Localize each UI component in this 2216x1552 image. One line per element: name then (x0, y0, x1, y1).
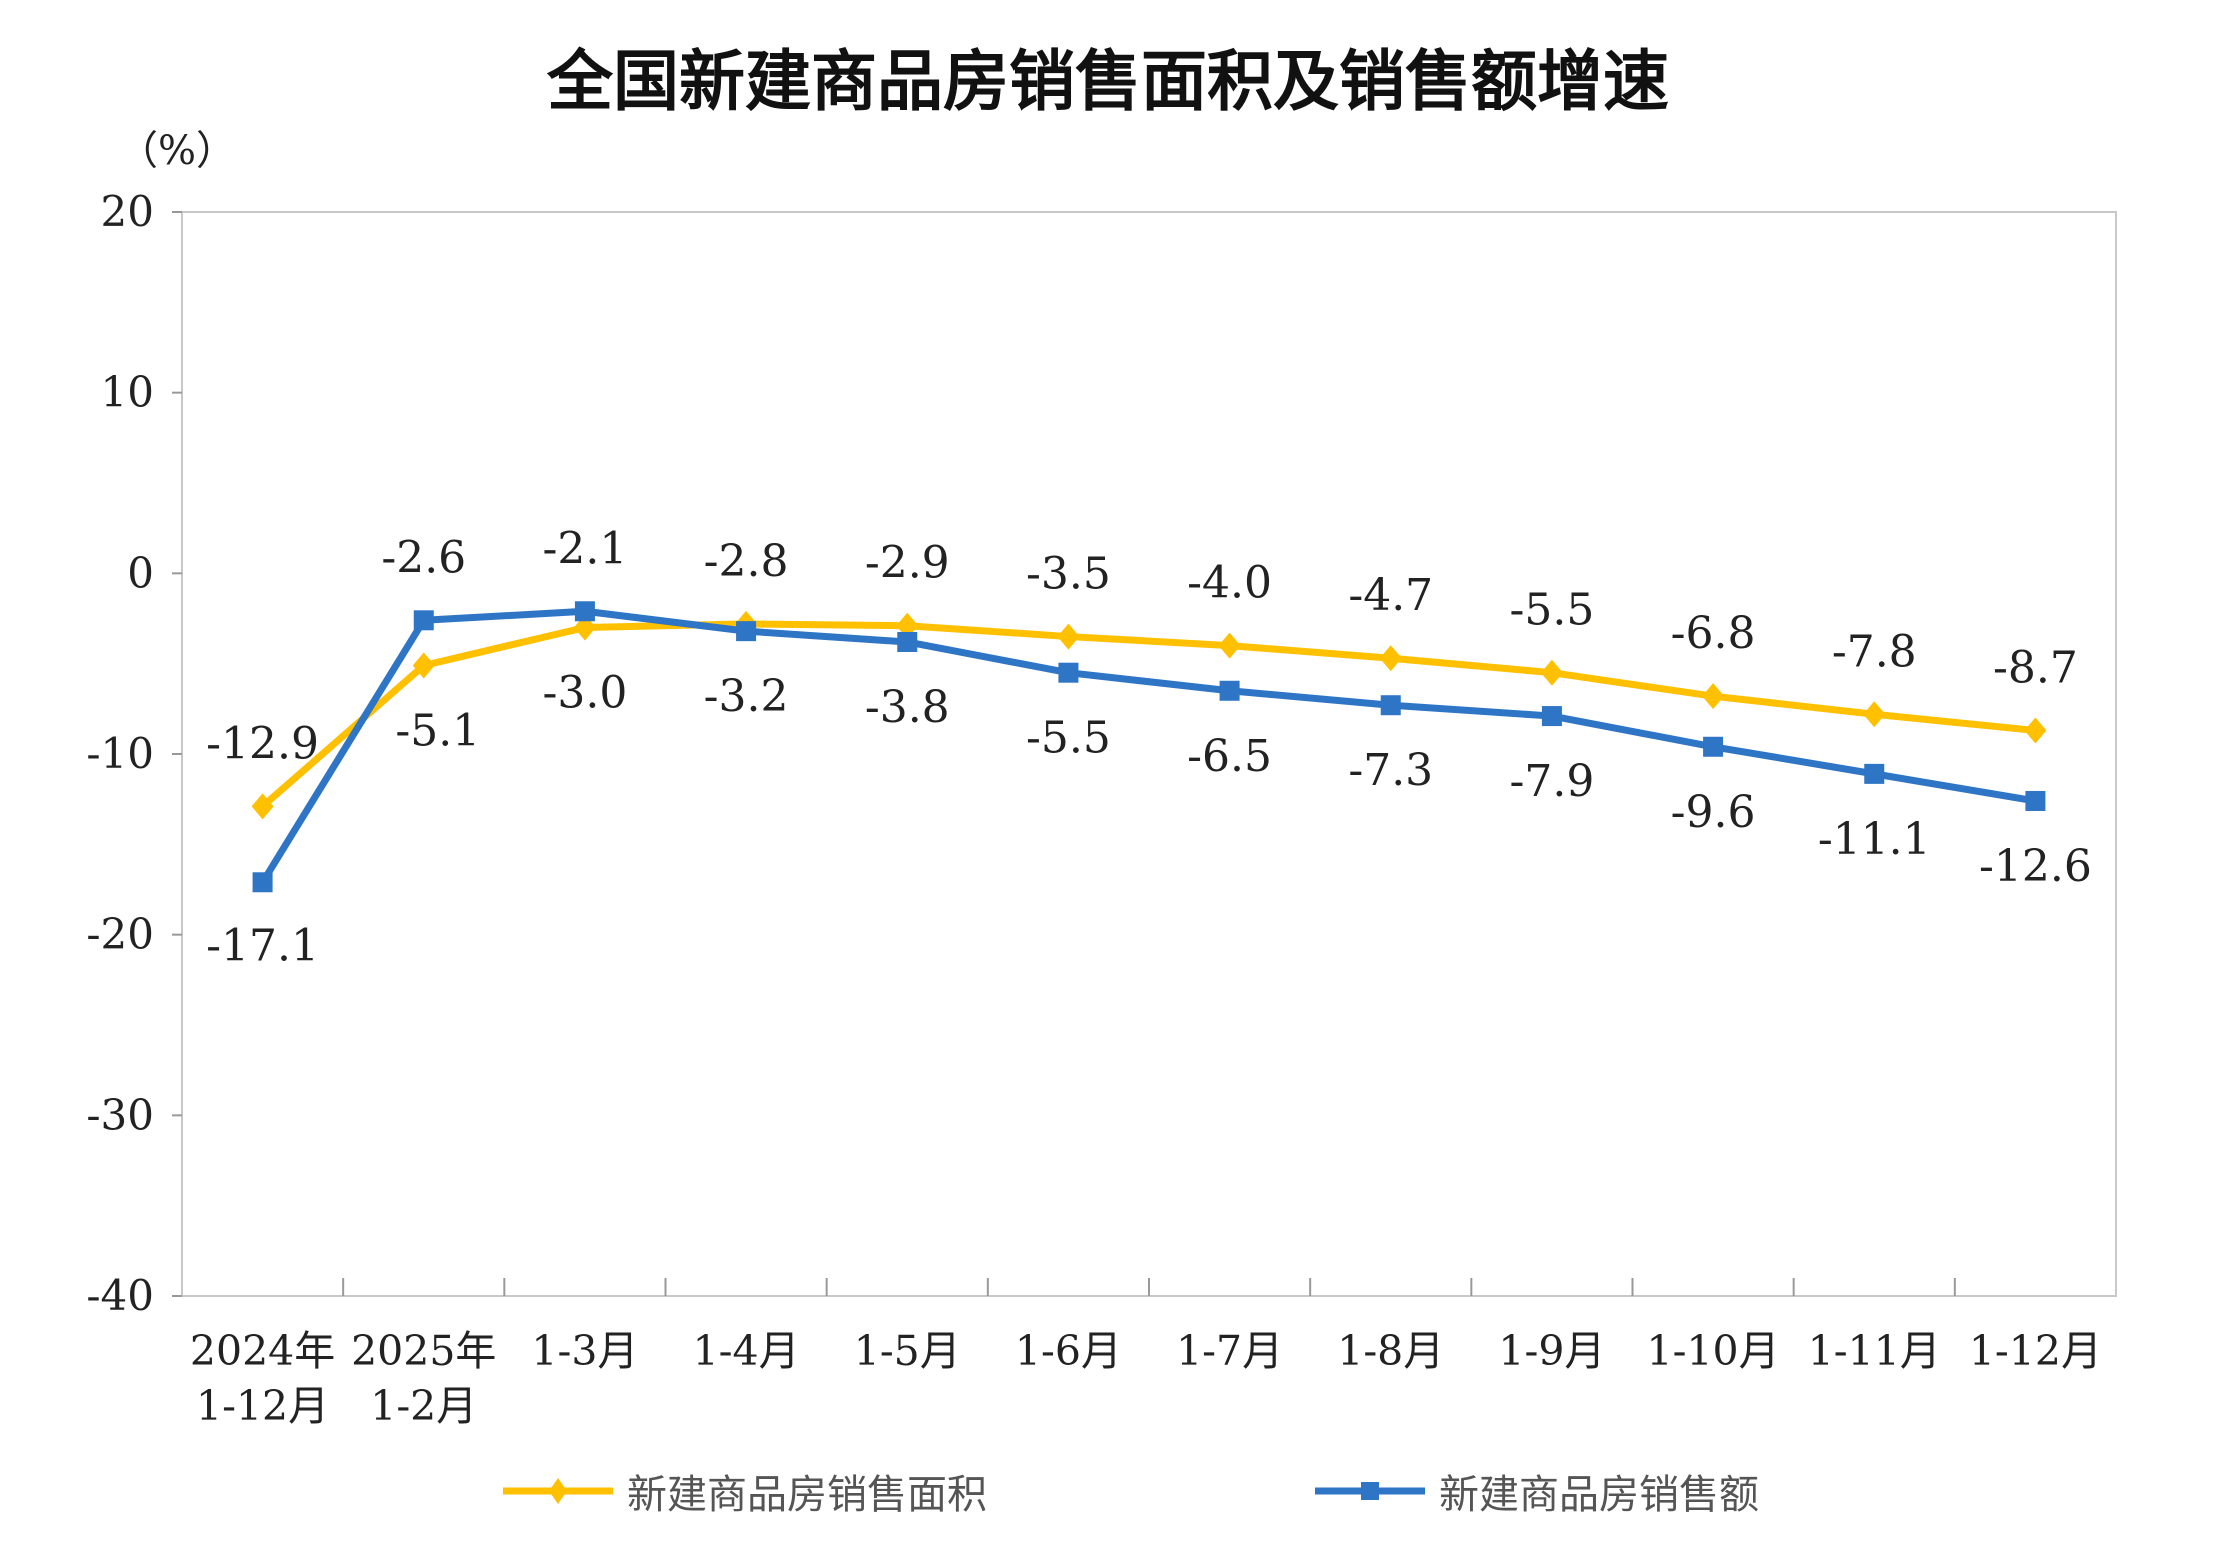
data-point (2024, 717, 2047, 744)
diamond-line-icon (503, 1478, 613, 1504)
data-label: -2.9 (865, 538, 950, 589)
data-point (1380, 695, 1401, 716)
x-tick-label: 1-2月 (370, 1382, 477, 1430)
data-point (413, 610, 434, 631)
x-tick-label: 1-3月 (531, 1327, 638, 1375)
data-label: -2.8 (704, 536, 789, 587)
data-point (1218, 632, 1241, 659)
x-tick-label: 1-12月 (196, 1382, 329, 1430)
data-point (1058, 662, 1079, 683)
data-label: -9.6 (1671, 787, 1756, 838)
data-point (252, 872, 273, 893)
x-tick-label: 1-4月 (693, 1327, 800, 1375)
y-tick-label: 10 (101, 368, 154, 417)
data-label: -3.8 (865, 682, 950, 733)
x-tick-label: 1-10月 (1647, 1327, 1780, 1375)
data-point (1702, 683, 1725, 710)
data-label: -5.5 (1026, 713, 1111, 764)
data-point (1863, 701, 1886, 728)
y-tick-label: -40 (86, 1271, 154, 1320)
data-label: -6.8 (1671, 608, 1756, 659)
legend-label: 新建商品房销售面积 (627, 1472, 987, 1518)
data-label: -6.5 (1187, 731, 1272, 782)
data-label: -8.7 (1993, 643, 2078, 694)
data-point (574, 601, 595, 622)
data-label: -5.1 (395, 705, 480, 756)
data-point (251, 793, 274, 820)
x-tick-label: 1-12月 (1969, 1327, 2102, 1375)
data-point (897, 631, 918, 652)
data-point (412, 652, 435, 679)
y-tick-label: -30 (86, 1090, 154, 1139)
square-line-icon (1315, 1482, 1425, 1500)
data-label: -17.1 (206, 920, 319, 971)
data-point (1540, 659, 1563, 686)
data-label: -11.1 (1818, 814, 1931, 865)
data-point (1219, 680, 1240, 701)
legend-item-area: 新建商品房销售面积 (503, 1462, 987, 1520)
x-tick-label: 1-6月 (1015, 1327, 1122, 1375)
x-tick-label: 1-5月 (854, 1327, 961, 1375)
data-label: -12.6 (1979, 841, 2092, 892)
data-label: -3.2 (704, 671, 789, 722)
data-label: -4.0 (1187, 558, 1272, 609)
series-line-1 (259, 607, 2036, 885)
data-label: -7.9 (1509, 756, 1594, 807)
y-tick-label: 20 (101, 187, 154, 236)
y-tick-label: 0 (127, 548, 154, 597)
data-label: -3.5 (1026, 549, 1111, 600)
x-tick-label: 1-9月 (1498, 1327, 1605, 1375)
x-tick-label: 1-8月 (1337, 1327, 1444, 1375)
y-tick-label: -10 (86, 729, 154, 778)
data-point (1057, 623, 1080, 650)
data-label: -7.3 (1348, 745, 1433, 796)
y-axis-unit: （%） (118, 128, 237, 174)
data-label: -7.8 (1832, 626, 1917, 677)
data-point (1541, 706, 1562, 727)
data-label: -5.5 (1509, 585, 1594, 636)
data-label: -3.0 (542, 668, 627, 719)
data-label: -4.7 (1348, 570, 1433, 621)
data-point (736, 621, 757, 642)
data-label: -2.1 (542, 523, 627, 574)
series-line-0 (260, 620, 2036, 810)
data-point (1864, 763, 1885, 784)
chart-title: 全国新建商品房销售面积及销售额增速 (547, 43, 1669, 120)
x-tick-label: 1-11月 (1808, 1327, 1941, 1375)
y-tick-label: -20 (86, 910, 154, 959)
data-point (1703, 736, 1724, 757)
legend-item-amount: 新建商品房销售额 (1315, 1462, 1759, 1520)
data-point (1379, 645, 1402, 672)
x-tick-label: 1-7月 (1176, 1327, 1283, 1375)
x-tick-label: 2024年 (190, 1327, 335, 1375)
data-label: -2.6 (381, 532, 466, 583)
x-tick-label: 2025年 (351, 1327, 496, 1375)
data-point (2025, 790, 2046, 811)
legend-label: 新建商品房销售额 (1439, 1472, 1759, 1518)
data-label: -12.9 (206, 718, 319, 769)
